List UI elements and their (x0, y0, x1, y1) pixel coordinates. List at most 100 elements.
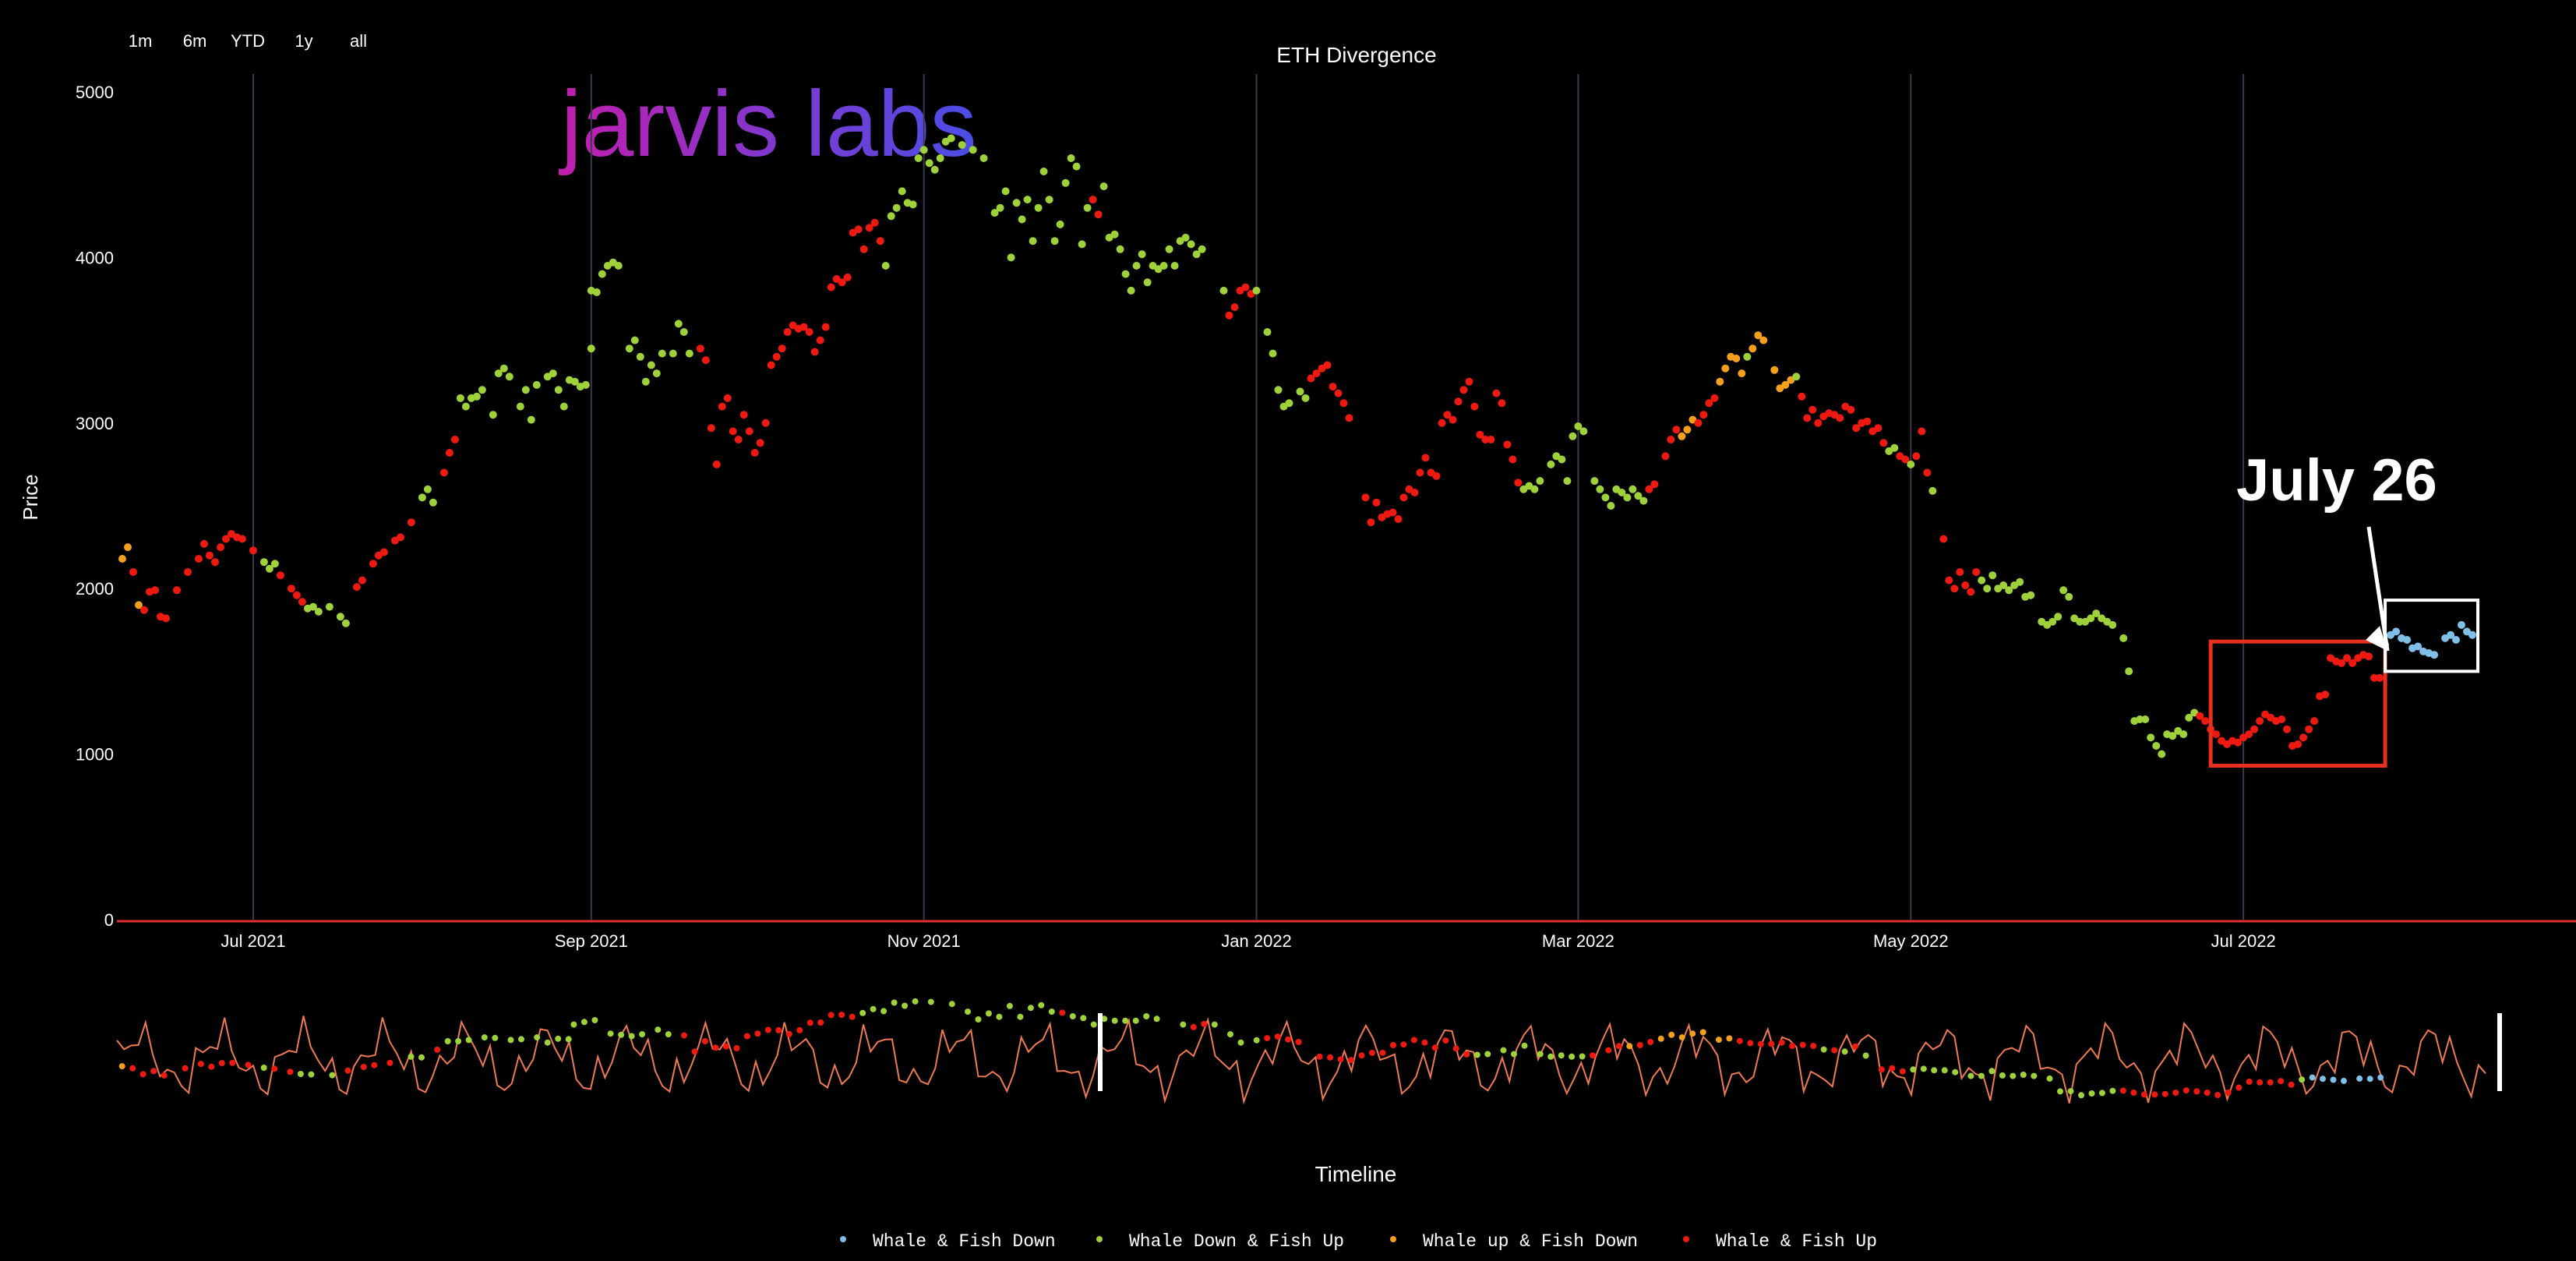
navigator-point (2257, 1079, 2264, 1086)
data-point (200, 539, 208, 548)
data-point (287, 585, 295, 593)
navigator-point (1547, 1053, 1554, 1060)
data-point (1116, 245, 1124, 253)
data-point (1514, 479, 1523, 487)
navigator-point (1101, 1016, 1108, 1023)
data-point (358, 576, 366, 585)
data-point (1498, 399, 1506, 408)
data-point (1667, 436, 1675, 443)
navigator-point (785, 1030, 792, 1037)
data-point (298, 598, 306, 606)
navigator-point (1757, 1040, 1764, 1047)
navigator-point (1111, 1017, 1118, 1024)
range-button-1m[interactable]: 1m (129, 31, 153, 51)
data-point (314, 607, 323, 616)
data-point (532, 380, 541, 389)
range-button-1y[interactable]: 1y (295, 31, 312, 51)
data-point (450, 436, 459, 443)
data-point (799, 323, 808, 331)
navigator-point (1253, 1037, 1260, 1044)
navigator-point (691, 1048, 698, 1055)
data-point (1481, 436, 1490, 443)
data-point (996, 203, 1004, 212)
data-point (259, 558, 268, 567)
data-point (2370, 673, 2379, 682)
navigator-point (218, 1060, 225, 1067)
data-point (1683, 426, 1692, 434)
navigator-point (2130, 1090, 2137, 1096)
data-point (2027, 591, 2035, 599)
data-point (396, 533, 404, 542)
navigator-point (849, 1013, 856, 1020)
y-axis-label: Price (19, 474, 42, 520)
navigator-point (2161, 1090, 2168, 1097)
navigator-point (870, 1005, 877, 1012)
data-point (2447, 630, 2455, 639)
range-button-all[interactable]: all (350, 31, 367, 51)
navigator-point (139, 1071, 146, 1078)
data-point (854, 225, 863, 234)
navigator-point (118, 1063, 125, 1070)
navigator-point (1999, 1072, 2006, 1079)
data-point (472, 392, 481, 401)
navigator-point (1143, 1013, 1150, 1019)
data-point (969, 146, 977, 154)
range-button-6m[interactable]: 6m (183, 31, 207, 51)
data-point (1067, 154, 1075, 162)
navigator-point (665, 1031, 672, 1038)
navigator-point (891, 999, 898, 1006)
data-point (1078, 240, 1086, 249)
data-point (135, 601, 143, 609)
navigator-point (628, 1033, 635, 1040)
navigator-point (1080, 1015, 1087, 1022)
data-point (821, 323, 830, 331)
navigator-point (245, 1061, 252, 1068)
navigator-point (927, 998, 934, 1005)
data-point (1988, 571, 1997, 580)
navigator-point (2031, 1072, 2038, 1079)
range-button-ytd[interactable]: YTD (231, 31, 265, 51)
navigator-point (1967, 1072, 1974, 1079)
navigator-point (1295, 1039, 1302, 1045)
data-point (1285, 399, 1293, 408)
navigator-point (1390, 1042, 1396, 1048)
data-point (1879, 439, 1888, 447)
data-point (270, 560, 279, 568)
data-point (1803, 414, 1812, 422)
data-point (1950, 585, 1959, 593)
navigator-point (1227, 1031, 1233, 1038)
timeline-navigator[interactable] (116, 998, 2502, 1105)
data-point (1738, 369, 1746, 378)
legend-item-label: Whale up & Fish Down (1423, 1231, 1638, 1252)
data-point (1165, 245, 1173, 253)
data-point (881, 262, 890, 270)
data-point (1623, 493, 1632, 502)
navigator-point (1473, 1051, 1480, 1058)
data-point (118, 555, 126, 563)
data-point (2256, 717, 2264, 726)
data-point (1329, 383, 1337, 391)
navigator-point (733, 1045, 740, 1051)
navigator-point (2193, 1088, 2200, 1095)
data-point (1307, 374, 1315, 383)
data-point (1312, 369, 1321, 378)
navigator-point (1841, 1048, 1848, 1055)
navigator-point (712, 1044, 719, 1051)
navigator-point (1038, 1001, 1045, 1008)
navigator-point (948, 1001, 955, 1008)
data-point (2452, 636, 2460, 644)
data-point (2234, 738, 2243, 747)
navigator-point (197, 1061, 204, 1068)
data-point (1476, 430, 1484, 439)
data-point (2185, 713, 2193, 722)
data-point (1050, 237, 1059, 245)
navigator-point (2341, 1077, 2347, 1084)
data-point (1999, 581, 2008, 589)
data-point (2141, 715, 2150, 723)
range-selector: 1m 6m YTD 1y all (129, 31, 367, 51)
navigator-point (1820, 1046, 1827, 1053)
data-point (2179, 730, 2188, 739)
data-point (1219, 286, 1228, 295)
x-tick-label: May 2022 (1873, 931, 1949, 951)
